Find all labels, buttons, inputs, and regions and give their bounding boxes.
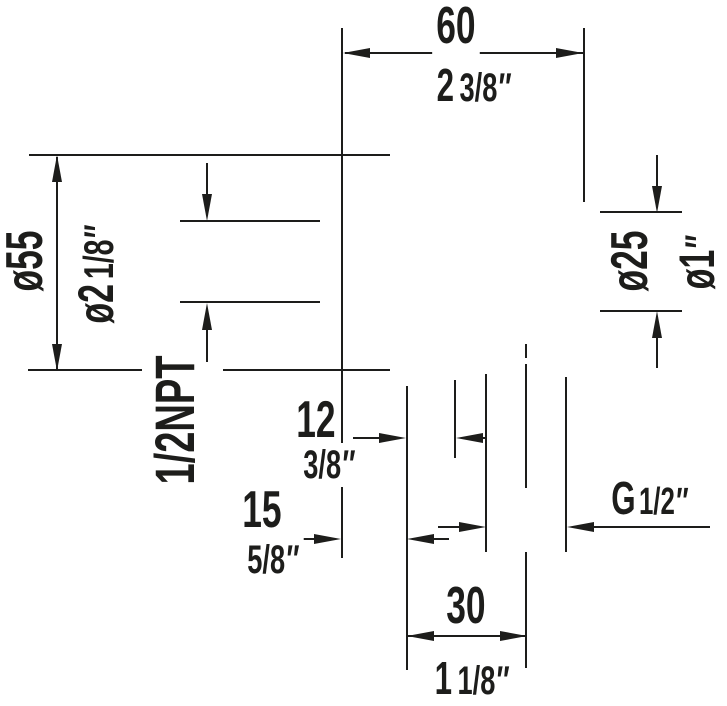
extension-line-width-left (341, 28, 343, 558)
imperial-fraction: 1/8 (457, 659, 496, 703)
imperial-fraction: 1/8 (75, 239, 122, 280)
inch-mark: ″ (75, 224, 122, 239)
extension-line-outlet-top (600, 211, 682, 213)
dimension-line-outlet-upper (656, 155, 658, 186)
thread-fraction: 1/2 (639, 481, 675, 523)
extension-line-npt-top (180, 220, 320, 222)
extension-line-flange-bottom-left (28, 369, 142, 371)
arrowhead-right-icon (459, 522, 486, 532)
dimension-line-flange-dia (56, 157, 58, 369)
inch-mark: ″ (286, 538, 300, 582)
inch-mark: ″ (676, 234, 724, 249)
arrowhead-right-icon (500, 631, 527, 641)
dimension-line-30 (408, 635, 526, 637)
arrowhead-down-icon (202, 194, 212, 221)
arrowhead-left-icon (407, 631, 434, 641)
dimension-line-g-right (594, 526, 710, 528)
imperial-whole: 1 (434, 652, 452, 704)
dimension-line-npt-lower (206, 329, 208, 362)
pipe-outline-right (565, 377, 567, 552)
imperial-whole: ø2 (68, 283, 124, 324)
dimension-line-12-right (481, 437, 487, 439)
imperial-fraction: 3/8 (459, 66, 498, 110)
thread-letter: G (611, 472, 636, 524)
dimension-line-outlet-lower (656, 337, 658, 368)
inch-mark: ″ (676, 481, 689, 523)
dimension-line-12-left (353, 437, 381, 439)
arrowhead-left-icon (456, 433, 483, 443)
extension-line-flange-bottom-right (223, 369, 390, 371)
arrowhead-up-icon (52, 155, 62, 182)
arrowhead-up-icon (202, 303, 212, 330)
center-line-dash (525, 364, 527, 488)
arrowhead-up-icon (652, 311, 662, 338)
extension-line-npt-bottom (180, 301, 320, 303)
dimension-line-g-left (438, 526, 460, 528)
inch-mark: ″ (498, 66, 512, 110)
arrowhead-left-icon (343, 48, 370, 58)
center-line-dash (525, 344, 527, 358)
extension-line-offset-12 (454, 380, 456, 458)
dimension-line-15-right (434, 538, 449, 540)
imperial-fraction: 5/8 (246, 538, 285, 582)
extension-line-outlet-bottom (600, 310, 682, 312)
imperial-fraction: 3/8 (302, 443, 341, 487)
arrowhead-left-icon (407, 534, 434, 544)
imperial-whole: ø1 (669, 249, 726, 290)
arrowhead-right-icon (314, 534, 341, 544)
arrowhead-down-icon (52, 344, 62, 371)
extension-line-width-right (583, 28, 585, 202)
arrowhead-left-icon (567, 522, 594, 532)
inch-mark: ″ (342, 443, 356, 487)
arrowhead-right-icon (379, 433, 406, 443)
center-line-dash (525, 552, 527, 668)
extension-line-offset-left (406, 386, 408, 670)
extension-line-flange-top (29, 154, 390, 156)
arrowhead-down-icon (652, 186, 662, 213)
imperial-whole: 2 (436, 59, 454, 111)
dimension-line-npt-upper (206, 163, 208, 197)
arrowhead-right-icon (556, 48, 583, 58)
inch-mark: ″ (496, 659, 510, 703)
pipe-outline-left (485, 374, 487, 552)
